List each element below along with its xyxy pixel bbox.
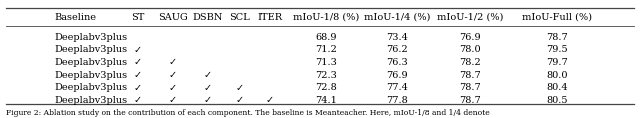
Text: 73.4: 73.4 [386, 33, 408, 42]
Text: 78.7: 78.7 [460, 83, 481, 92]
Text: 74.1: 74.1 [316, 96, 337, 105]
Text: ✓: ✓ [204, 83, 212, 93]
Text: SCL: SCL [230, 13, 250, 22]
Text: 80.5: 80.5 [546, 96, 568, 105]
Text: ✓: ✓ [236, 83, 244, 93]
Text: Deeplabv3plus: Deeplabv3plus [54, 33, 127, 42]
Text: ✓: ✓ [169, 57, 177, 67]
Text: Deeplabv3plus: Deeplabv3plus [54, 96, 127, 105]
Text: mIoU-1/4 (%): mIoU-1/4 (%) [364, 13, 430, 22]
Text: 79.7: 79.7 [546, 58, 568, 67]
Text: ✓: ✓ [134, 45, 141, 55]
Text: ✓: ✓ [134, 57, 141, 67]
Text: 72.8: 72.8 [316, 83, 337, 92]
Text: 76.9: 76.9 [386, 71, 408, 80]
Text: ✓: ✓ [134, 95, 141, 105]
Text: 77.4: 77.4 [386, 83, 408, 92]
Text: Deeplabv3plus: Deeplabv3plus [54, 45, 127, 54]
Text: 79.5: 79.5 [546, 45, 568, 54]
Text: 71.3: 71.3 [316, 58, 337, 67]
Text: ✓: ✓ [204, 70, 212, 80]
Text: ST: ST [131, 13, 144, 22]
Text: Figure 2: Ablation study on the contribution of each component. The baseline is : Figure 2: Ablation study on the contribu… [6, 109, 490, 117]
Text: ✓: ✓ [236, 95, 244, 105]
Text: 78.2: 78.2 [460, 58, 481, 67]
Text: 76.9: 76.9 [460, 33, 481, 42]
Text: ✓: ✓ [169, 70, 177, 80]
Text: ✓: ✓ [169, 83, 177, 93]
Text: Deeplabv3plus: Deeplabv3plus [54, 58, 127, 67]
Text: 71.2: 71.2 [316, 45, 337, 54]
Text: 72.3: 72.3 [316, 71, 337, 80]
Text: ✓: ✓ [134, 70, 141, 80]
Text: DSBN: DSBN [193, 13, 223, 22]
Text: Baseline: Baseline [54, 13, 97, 22]
Text: 80.4: 80.4 [546, 83, 568, 92]
Text: Deeplabv3plus: Deeplabv3plus [54, 83, 127, 92]
Text: 76.3: 76.3 [386, 58, 408, 67]
Text: mIoU-1/2 (%): mIoU-1/2 (%) [437, 13, 504, 22]
Text: 78.7: 78.7 [460, 96, 481, 105]
Text: 77.8: 77.8 [386, 96, 408, 105]
Text: ✓: ✓ [134, 83, 141, 93]
Text: mIoU-Full (%): mIoU-Full (%) [522, 13, 592, 22]
Text: mIoU-1/8 (%): mIoU-1/8 (%) [293, 13, 360, 22]
Text: 78.7: 78.7 [546, 33, 568, 42]
Text: 68.9: 68.9 [316, 33, 337, 42]
Text: ✓: ✓ [204, 95, 212, 105]
Text: 80.0: 80.0 [546, 71, 568, 80]
Text: Deeplabv3plus: Deeplabv3plus [54, 71, 127, 80]
Text: SAUG: SAUG [158, 13, 188, 22]
Text: ITER: ITER [257, 13, 283, 22]
Text: ✓: ✓ [169, 95, 177, 105]
Text: 78.7: 78.7 [460, 71, 481, 80]
Text: 76.2: 76.2 [386, 45, 408, 54]
Text: 78.0: 78.0 [460, 45, 481, 54]
Text: ✓: ✓ [266, 95, 274, 105]
